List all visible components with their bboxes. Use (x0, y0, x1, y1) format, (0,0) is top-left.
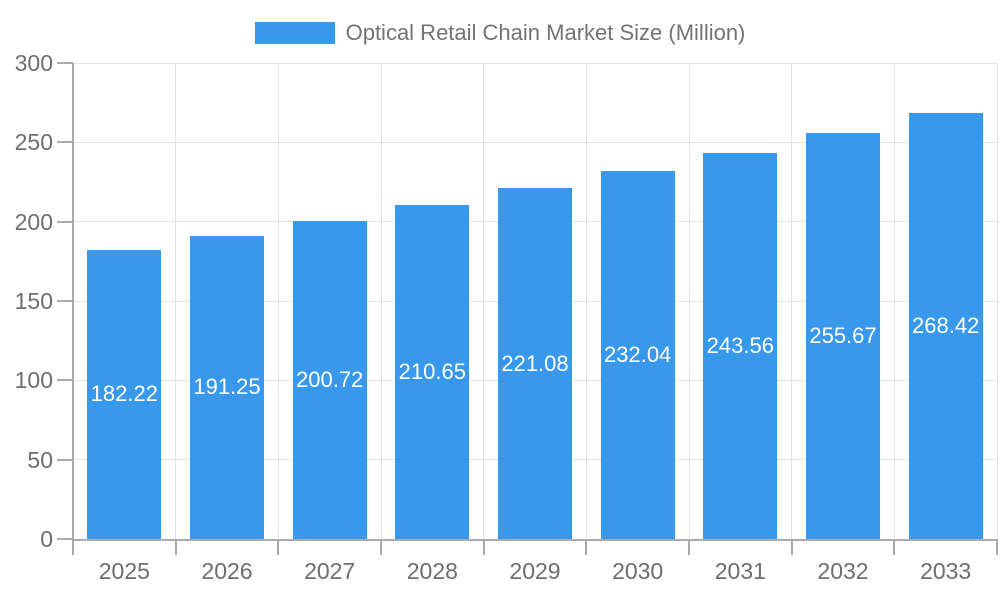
plot-area: 182.22 191.25 200.72 210.65 221.08 232.04 243.… (15, 50, 998, 584)
bar[interactable] (87, 249, 162, 539)
legend[interactable]: Optical Retail Chain Market Size (Millio… (0, 20, 1000, 46)
y-axis-tick (57, 62, 73, 64)
gridline-vertical (483, 63, 485, 539)
y-axis-tick-label: 100 (14, 367, 53, 394)
y-axis-tick (57, 141, 73, 144)
bar-value-label: 268.42 (912, 313, 980, 339)
x-axis-tick-label: 2033 (920, 558, 972, 584)
bar[interactable] (703, 152, 778, 539)
y-axis-tick-label: 300 (14, 50, 53, 76)
bar[interactable] (600, 170, 675, 539)
legend-label: Optical Retail Chain Market Size (Millio… (345, 20, 746, 45)
bar[interactable] (292, 220, 367, 539)
x-axis-tick (277, 539, 280, 555)
bar[interactable] (395, 204, 470, 539)
y-axis-tick-label: 50 (27, 446, 53, 473)
y-axis-tick-label: 200 (14, 208, 53, 235)
y-axis-tick (57, 300, 73, 302)
bar[interactable] (806, 133, 880, 539)
x-axis-tick (72, 539, 74, 555)
gridline-horizontal (73, 141, 997, 143)
gridline-vertical (277, 63, 279, 539)
bar-value-label: 210.65 (398, 358, 466, 384)
gridline-vertical (175, 63, 177, 539)
y-axis-line (72, 63, 74, 539)
gridline-vertical (893, 63, 895, 539)
x-axis-tick-label: 2031 (714, 558, 766, 584)
x-axis-tick (380, 539, 382, 555)
bar-value-label: 221.08 (501, 350, 569, 376)
x-axis-tick-label: 2030 (612, 558, 664, 584)
x-axis-tick (996, 539, 998, 555)
y-axis-tick (57, 538, 73, 540)
x-axis-tick (585, 539, 588, 555)
x-axis-tick-label: 2028 (406, 558, 458, 584)
x-axis-tick (174, 539, 177, 555)
bar-value-label: 182.22 (90, 381, 158, 407)
bar-value-label: 243.56 (706, 332, 774, 358)
bar[interactable] (908, 113, 983, 539)
x-axis-tick (482, 539, 485, 555)
x-axis-tick (688, 539, 690, 555)
y-axis-tick (57, 379, 73, 382)
y-axis-tick-label: 0 (40, 526, 53, 552)
x-axis-tick-label: 2029 (509, 558, 561, 584)
x-axis-tick-label: 2025 (98, 558, 150, 584)
bar-value-label: 255.67 (809, 323, 877, 349)
bar-value-label: 232.04 (604, 341, 672, 367)
x-axis-tick-label: 2032 (817, 558, 869, 584)
legend-swatch-icon (254, 22, 335, 44)
gridline-vertical (688, 63, 690, 539)
gridline-vertical (996, 63, 998, 539)
x-axis-tick-label: 2027 (304, 558, 356, 584)
bar-value-label: 200.72 (296, 366, 364, 392)
x-axis-line (73, 539, 997, 541)
x-axis-tick (893, 539, 896, 555)
x-axis-tick (790, 539, 793, 555)
gridline-horizontal (73, 62, 997, 64)
gridline-vertical (791, 63, 793, 539)
gridline-vertical (585, 63, 587, 539)
bar[interactable] (498, 188, 572, 539)
y-axis-tick-label: 250 (14, 129, 53, 156)
y-axis-tick (57, 458, 73, 461)
gridline-vertical (380, 63, 382, 539)
y-axis-tick-label: 150 (14, 288, 53, 314)
x-axis-tick-label: 2026 (201, 558, 253, 584)
y-axis-tick (57, 220, 73, 223)
bar-value-label: 191.25 (193, 374, 261, 400)
bar[interactable] (190, 235, 264, 539)
